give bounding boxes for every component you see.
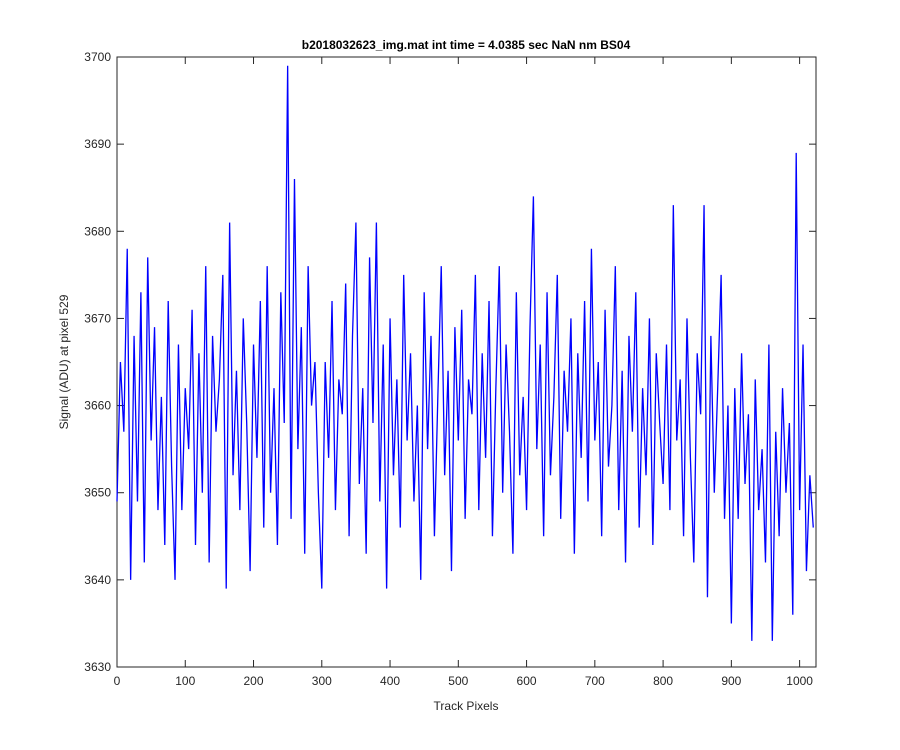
x-tick-label: 900 xyxy=(721,674,741,688)
line-series xyxy=(116,65,814,641)
x-tick-label: 400 xyxy=(380,674,400,688)
x-tick-label: 1000 xyxy=(786,674,813,688)
y-tick-label: 3650 xyxy=(84,486,111,500)
y-tick-label: 3640 xyxy=(84,573,111,587)
y-tick-label: 3680 xyxy=(84,224,111,238)
x-tick-label: 800 xyxy=(653,674,673,688)
y-tick-label: 3670 xyxy=(84,311,111,325)
x-tick-label: 300 xyxy=(312,674,332,688)
x-tick-label: 600 xyxy=(517,674,537,688)
y-axis-label: Signal (ADU) at pixel 529 xyxy=(57,294,71,429)
y-tick-label: 3700 xyxy=(84,50,111,64)
y-tick-label: 3630 xyxy=(84,660,111,674)
x-tick-label: 100 xyxy=(175,674,195,688)
x-tick-label: 200 xyxy=(244,674,264,688)
x-tick-label: 0 xyxy=(114,674,121,688)
y-tick-label: 3690 xyxy=(84,137,111,151)
plot-area xyxy=(116,56,817,668)
x-tick-label: 700 xyxy=(585,674,605,688)
x-tick-label: 500 xyxy=(448,674,468,688)
y-tick-label: 3660 xyxy=(84,399,111,413)
chart-title: b2018032623_img.mat int time = 4.0385 se… xyxy=(302,38,631,52)
x-axis-label: Track Pixels xyxy=(434,699,499,713)
